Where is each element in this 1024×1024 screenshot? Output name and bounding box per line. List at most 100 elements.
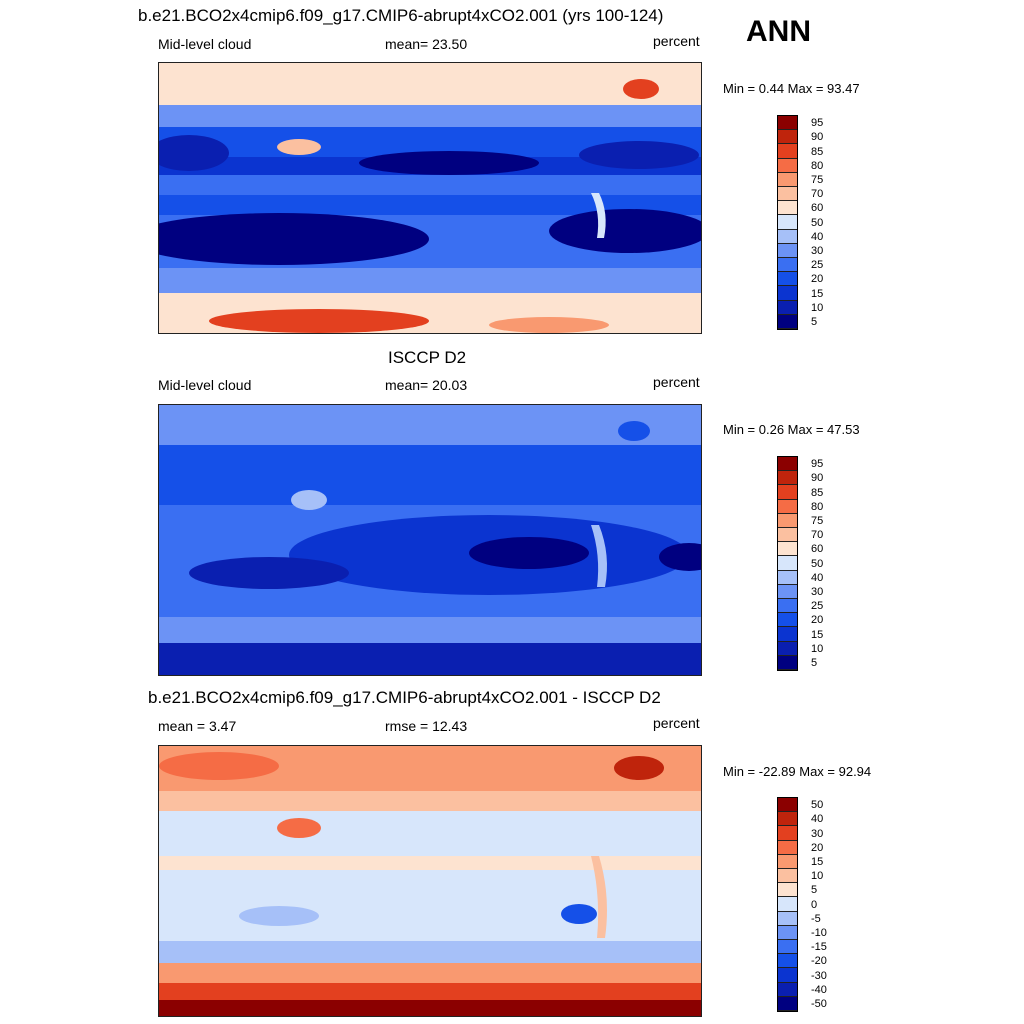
colorbar-tick-label: 60 (811, 202, 824, 215)
colorbar-tick-label: 15 (811, 628, 824, 641)
panel3-map-field (159, 746, 701, 1016)
colorbar-tick-label: 70 (811, 529, 824, 542)
colorbar-tick-label: 10 (811, 870, 824, 883)
colorbar-tick-label: 50 (811, 799, 824, 812)
colorbar-tick-label: 5 (811, 884, 818, 897)
colorbar-box (778, 130, 797, 145)
panel2-mean-label: mean= 20.03 (385, 377, 468, 393)
colorbar-box (778, 954, 797, 969)
colorbar-tick-label: 50 (811, 216, 824, 229)
colorbar-tick-label: 85 (811, 486, 824, 499)
colorbar-tick-label: 5 (811, 656, 818, 669)
colorbar-box (778, 172, 797, 187)
colorbar-box (778, 897, 797, 912)
colorbar-box (778, 570, 797, 585)
colorbar-box (778, 201, 797, 216)
season-label: ANN (746, 15, 811, 48)
colorbar-box (778, 869, 797, 884)
colorbar-tick-label: 25 (811, 259, 824, 272)
panel1-title: b.e21.BCO2x4cmip6.f09_g17.CMIP6-abrupt4x… (138, 6, 664, 25)
colorbar-box (778, 996, 797, 1011)
colorbar-tick-label: 15 (811, 287, 824, 300)
colorbar-tick-label: 30 (811, 585, 824, 598)
colorbar-box (778, 513, 797, 528)
panel3-units-label: percent (653, 715, 700, 731)
colorbar-box (778, 798, 797, 813)
colorbar-box (778, 826, 797, 841)
panel1-colorbar (777, 115, 798, 330)
colorbar-tick-label: 75 (811, 514, 824, 527)
colorbar-box (778, 300, 797, 315)
panel1-minmax: Min = 0.44 Max = 93.47 (723, 81, 860, 96)
colorbar-box (778, 542, 797, 557)
colorbar-tick-label: -50 (811, 997, 827, 1010)
panel1-mean-label: mean= 23.50 (385, 36, 468, 52)
colorbar-box (778, 528, 797, 543)
colorbar-tick-label: -20 (811, 955, 827, 968)
colorbar-box (778, 655, 797, 670)
colorbar-box (778, 854, 797, 869)
colorbar-box (778, 258, 797, 273)
colorbar-box (778, 940, 797, 955)
colorbar-box (778, 883, 797, 898)
colorbar-tick-label: 75 (811, 173, 824, 186)
colorbar-tick-label: 20 (811, 614, 824, 627)
colorbar-tick-label: 70 (811, 188, 824, 201)
colorbar-tick-label: 80 (811, 159, 824, 172)
colorbar-box (778, 187, 797, 202)
panel1-map-field (159, 63, 701, 333)
panel3-title: b.e21.BCO2x4cmip6.f09_g17.CMIP6-abrupt4x… (148, 688, 661, 707)
panel2-variable-label: Mid-level cloud (158, 377, 252, 393)
colorbar-tick-label: 0 (811, 898, 818, 911)
colorbar-box (778, 243, 797, 258)
colorbar-tick-label: 15 (811, 855, 824, 868)
panel3-minmax: Min = -22.89 Max = 92.94 (723, 764, 872, 779)
colorbar-box (778, 485, 797, 500)
colorbar-tick-label: -15 (811, 941, 827, 954)
colorbar-box (778, 158, 797, 173)
colorbar-box (778, 584, 797, 599)
colorbar-tick-label: -30 (811, 969, 827, 982)
colorbar-tick-label: 5 (811, 315, 818, 328)
colorbar-tick-label: 95 (811, 458, 824, 471)
panel1-map (158, 62, 702, 334)
panel3-colorbar (777, 797, 798, 1012)
colorbar-box (778, 982, 797, 997)
colorbar-box (778, 272, 797, 287)
colorbar-tick-label: 40 (811, 813, 824, 826)
colorbar-box (778, 613, 797, 628)
colorbar-box (778, 116, 797, 131)
colorbar-box (778, 556, 797, 571)
colorbar-tick-label: 20 (811, 841, 824, 854)
colorbar-box (778, 812, 797, 827)
colorbar-tick-label: 30 (811, 244, 824, 257)
panel2-title: ISCCP D2 (388, 348, 467, 367)
colorbar-box (778, 286, 797, 301)
colorbar-box (778, 627, 797, 642)
panel3-mean-label: mean = 3.47 (158, 718, 237, 734)
colorbar-box (778, 641, 797, 656)
colorbar-tick-label: 50 (811, 557, 824, 570)
colorbar-tick-label: 85 (811, 145, 824, 158)
panel1-units-label: percent (653, 33, 700, 49)
colorbar-box (778, 144, 797, 159)
panel2-minmax: Min = 0.26 Max = 47.53 (723, 422, 860, 437)
colorbar-tick-label: 90 (811, 472, 824, 485)
colorbar-tick-label: 20 (811, 273, 824, 286)
colorbar-tick-label: 10 (811, 301, 824, 314)
colorbar-tick-label: -40 (811, 983, 827, 996)
panel3-map (158, 745, 702, 1017)
colorbar-box (778, 968, 797, 983)
colorbar-tick-label: 60 (811, 543, 824, 556)
colorbar-tick-label: 40 (811, 230, 824, 243)
colorbar-tick-label: 30 (811, 827, 824, 840)
colorbar-box (778, 471, 797, 486)
panel1-variable-label: Mid-level cloud (158, 36, 252, 52)
colorbar-box (778, 599, 797, 614)
colorbar-box (778, 314, 797, 329)
panel2-map (158, 404, 702, 676)
colorbar-tick-label: 25 (811, 600, 824, 613)
colorbar-tick-label: 95 (811, 117, 824, 130)
panel3-rmse-label: rmse = 12.43 (385, 718, 468, 734)
panel2-units-label: percent (653, 374, 700, 390)
